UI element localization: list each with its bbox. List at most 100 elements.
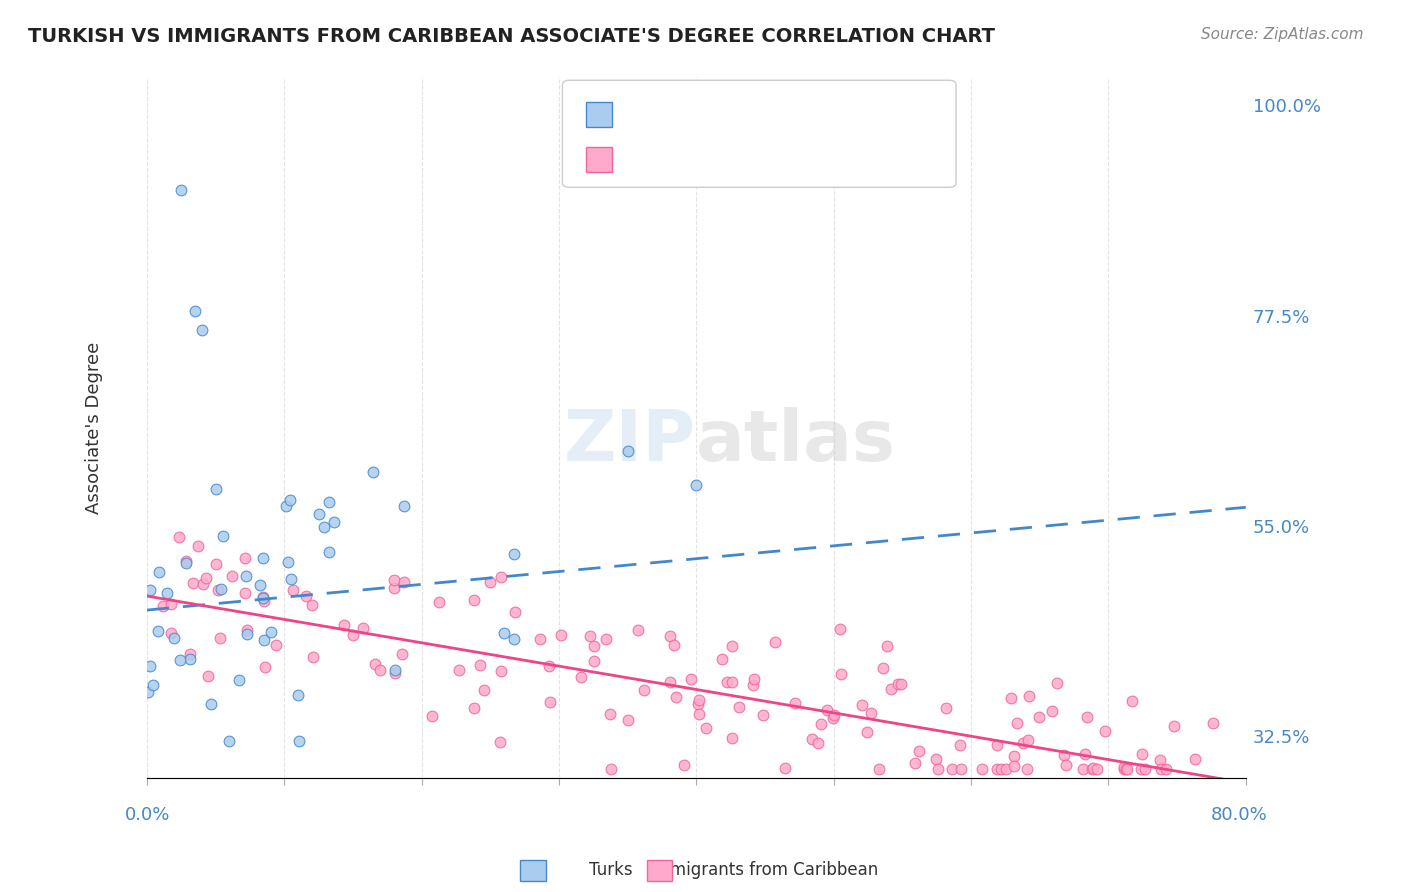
Point (716, 675, 738, 690)
Point (233, 551, 256, 566)
Point (741, 678, 763, 692)
Point (156, 586, 179, 600)
Point (1129, 762, 1152, 776)
Point (212, 528, 235, 542)
Point (194, 571, 217, 585)
Point (200, 697, 222, 711)
Point (685, 478, 707, 492)
Point (1085, 762, 1108, 776)
Point (763, 635, 786, 649)
Point (711, 651, 734, 665)
Point (463, 593, 485, 607)
Point (302, 649, 325, 664)
Point (859, 706, 882, 721)
Text: 148: 148 (801, 147, 837, 165)
Point (197, 668, 219, 682)
Point (205, 482, 228, 496)
Point (152, 599, 174, 613)
Point (249, 577, 271, 591)
Point (160, 626, 183, 640)
Point (1005, 715, 1028, 730)
Point (148, 565, 170, 579)
Point (1133, 762, 1156, 776)
Point (283, 582, 305, 597)
Point (503, 547, 526, 561)
Point (253, 659, 276, 673)
Point (830, 667, 852, 681)
Point (169, 653, 191, 667)
Point (890, 677, 912, 691)
Point (1114, 760, 1136, 774)
Point (801, 731, 824, 746)
Point (142, 678, 165, 692)
Point (209, 582, 232, 596)
Point (264, 639, 287, 653)
Point (277, 556, 299, 570)
Point (1046, 675, 1069, 690)
Point (599, 707, 621, 722)
Point (253, 594, 276, 608)
Point (463, 700, 485, 714)
Point (1154, 762, 1177, 776)
Point (949, 738, 972, 752)
Point (821, 711, 844, 725)
Point (427, 595, 450, 609)
Point (880, 681, 903, 696)
Point (312, 520, 335, 534)
Point (815, 703, 838, 717)
Point (209, 631, 232, 645)
Point (887, 677, 910, 691)
Point (970, 762, 993, 776)
Point (183, 576, 205, 591)
Point (876, 639, 898, 653)
Point (187, 539, 209, 553)
Point (489, 664, 512, 678)
Point (384, 663, 406, 677)
Point (672, 758, 695, 772)
Point (935, 700, 957, 714)
Point (294, 589, 316, 603)
Point (688, 707, 710, 722)
Point (176, 554, 198, 568)
Point (287, 734, 309, 748)
Point (1074, 747, 1097, 761)
Point (233, 586, 256, 600)
Point (1000, 691, 1022, 706)
Point (582, 654, 605, 668)
Point (583, 639, 606, 653)
Point (752, 707, 775, 722)
Point (384, 665, 406, 680)
Point (174, 556, 197, 570)
Point (1115, 762, 1137, 776)
Point (1076, 710, 1098, 724)
Point (659, 674, 682, 689)
Point (1040, 704, 1063, 718)
Point (218, 734, 240, 748)
Point (207, 583, 229, 598)
Text: 0.0%: 0.0% (125, 806, 170, 824)
Point (627, 623, 650, 637)
Point (616, 444, 638, 458)
Point (986, 762, 1008, 776)
Point (205, 558, 228, 572)
Point (167, 530, 190, 544)
Point (856, 725, 879, 739)
Point (252, 591, 274, 606)
Point (361, 465, 384, 479)
Point (1081, 762, 1104, 776)
Point (478, 575, 501, 590)
Point (600, 762, 623, 776)
Point (1116, 762, 1139, 776)
Point (872, 660, 894, 674)
Text: -0.418: -0.418 (675, 147, 734, 165)
Point (664, 638, 686, 652)
Point (221, 569, 243, 583)
Point (720, 639, 742, 653)
Point (1163, 719, 1185, 733)
Point (1121, 694, 1143, 708)
Point (308, 507, 330, 521)
Point (333, 618, 356, 632)
Text: 0.079: 0.079 (675, 103, 727, 120)
Point (571, 670, 593, 684)
Point (927, 762, 949, 776)
